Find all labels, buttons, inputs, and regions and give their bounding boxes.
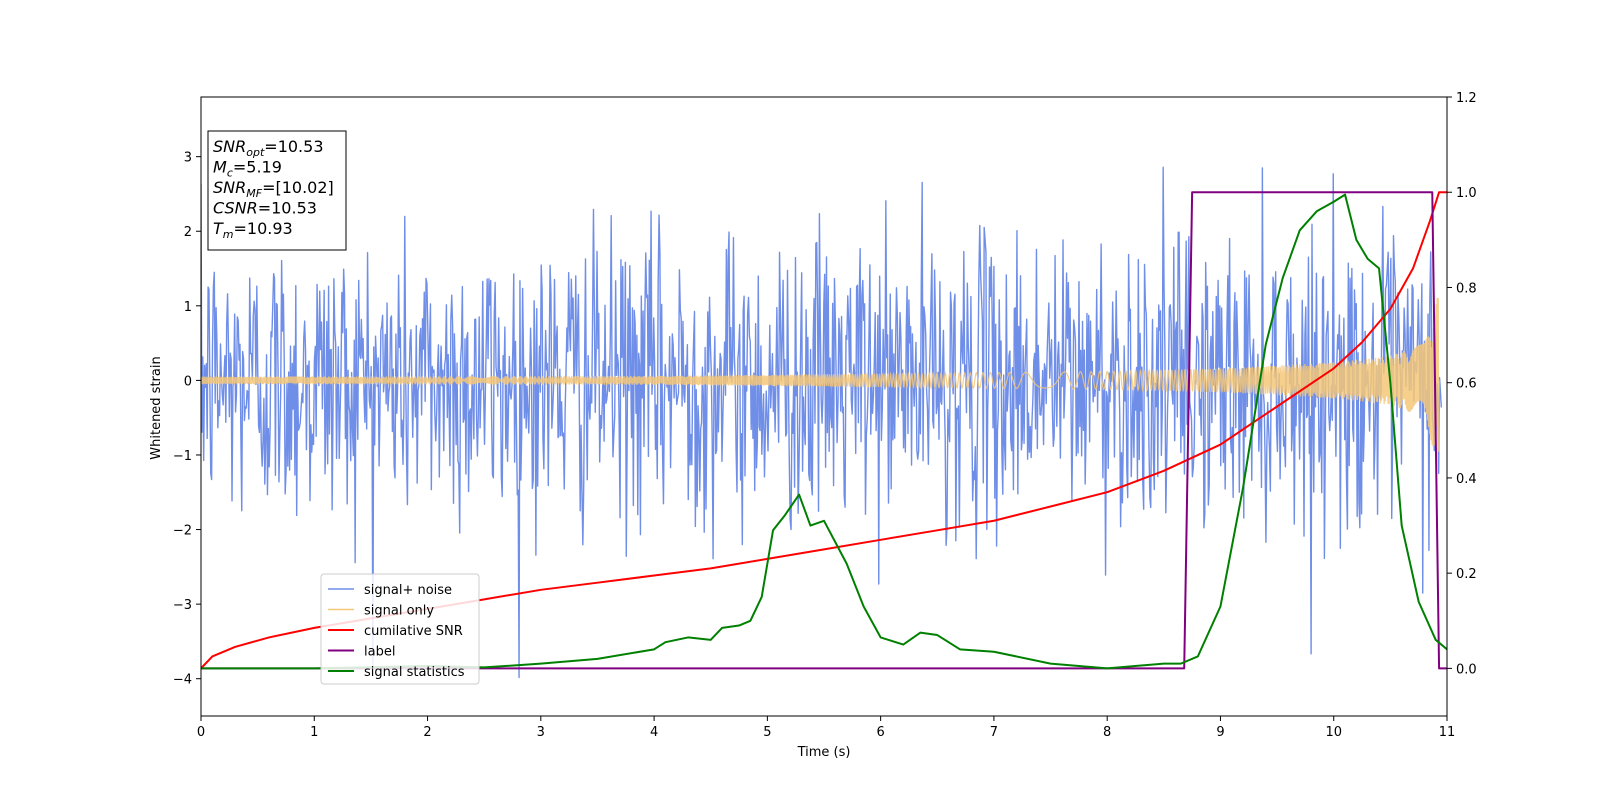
series-signal-noise — [201, 166, 1443, 679]
series-signal-only — [201, 297, 1440, 452]
y-right-tick-label: 0.4 — [1456, 472, 1477, 487]
series-signal-statistics — [201, 193, 1447, 670]
plot-frame — [200, 96, 1448, 717]
x-tick-label: 10 — [1325, 725, 1342, 740]
x-tick-label: 7 — [990, 725, 998, 740]
x-tick-label: 1 — [310, 725, 318, 740]
annotation-line: Mc=5.19 — [213, 158, 282, 180]
y-left-tick-label: −3 — [173, 598, 192, 613]
y-right-tick-label: 1.0 — [1456, 186, 1477, 201]
y-right-tick-label: 0.8 — [1456, 281, 1477, 296]
x-axis-label: Time (s) — [797, 745, 851, 760]
annotation-line: Tm=10.93 — [213, 219, 293, 241]
x-tick-label: 6 — [876, 725, 884, 740]
legend-items: signal+ noise signal only cumilative SNR la… — [328, 583, 465, 680]
legend-label: cumilative SNR — [364, 624, 463, 639]
legend-label: label — [364, 645, 395, 660]
legend-frame — [320, 573, 480, 685]
y-left-tick-label: 2 — [184, 225, 192, 240]
y-left-tick-label: −4 — [173, 673, 192, 688]
y-right-tick-label: 0.2 — [1456, 567, 1477, 582]
x-axis-ticks: 0 1 2 3 4 5 6 7 8 9 10 11 — [197, 716, 1455, 740]
x-tick-label: 9 — [1216, 725, 1224, 740]
x-tick-label: 3 — [537, 725, 545, 740]
x-tick-label: 2 — [423, 725, 431, 740]
legend-label: signal only — [364, 604, 434, 619]
annotation-lines: SNRopt=10.53Mc=5.19SNRMF=[10.02]CSNR=10.… — [213, 137, 334, 241]
annotation-line: SNRMF=[10.02] — [213, 178, 334, 200]
y-right-axis-ticks: 0.0 0.2 0.4 0.6 0.8 1.0 1.2 — [1447, 91, 1477, 677]
y-left-axis-ticks: −4 −3 −2 −1 0 1 2 3 — [173, 151, 201, 688]
y-left-tick-label: −1 — [173, 449, 192, 464]
x-tick-label: 5 — [763, 725, 771, 740]
x-tick-label: 4 — [650, 725, 658, 740]
legend-label: signal statistics — [364, 665, 465, 680]
legend: signal+ noise signal only cumilative SNR la… — [320, 573, 480, 685]
y-left-tick-label: 3 — [184, 151, 192, 166]
x-tick-label: 11 — [1439, 725, 1456, 740]
y-axis-label: Whitened strain — [149, 356, 164, 459]
x-tick-label: 8 — [1103, 725, 1111, 740]
x-tick-label: 0 — [197, 725, 205, 740]
y-right-tick-label: 0.6 — [1456, 377, 1477, 392]
y-left-tick-label: 0 — [184, 374, 192, 389]
legend-label: signal+ noise — [364, 583, 452, 598]
annotation-frame — [207, 130, 347, 251]
y-right-tick-label: 1.2 — [1456, 91, 1477, 106]
annotation-line: SNRopt=10.53 — [213, 137, 324, 159]
y-left-tick-label: 1 — [184, 300, 192, 315]
annotation-line: CSNR=10.53 — [213, 199, 317, 218]
annotation-box: SNRopt=10.53Mc=5.19SNRMF=[10.02]CSNR=10.… — [207, 130, 347, 251]
y-left-tick-label: −2 — [173, 524, 192, 539]
series-label — [201, 191, 1447, 670]
y-right-tick-label: 0.0 — [1456, 662, 1477, 677]
